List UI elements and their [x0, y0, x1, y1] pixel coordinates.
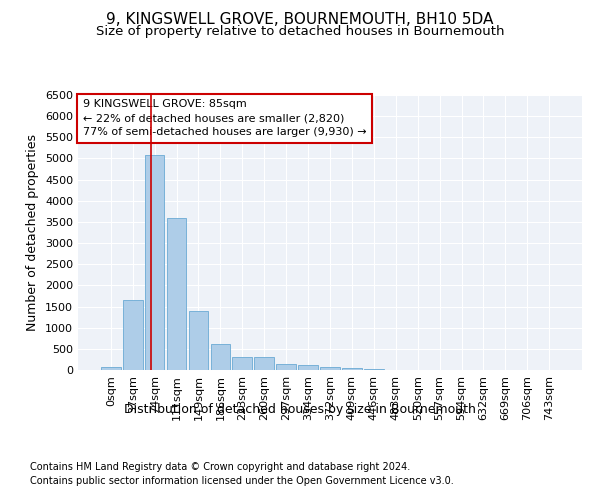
- Text: 9 KINGSWELL GROVE: 85sqm
← 22% of detached houses are smaller (2,820)
77% of sem: 9 KINGSWELL GROVE: 85sqm ← 22% of detach…: [83, 99, 367, 137]
- Text: 9, KINGSWELL GROVE, BOURNEMOUTH, BH10 5DA: 9, KINGSWELL GROVE, BOURNEMOUTH, BH10 5D…: [106, 12, 494, 28]
- Y-axis label: Number of detached properties: Number of detached properties: [26, 134, 40, 331]
- Text: Contains HM Land Registry data © Crown copyright and database right 2024.: Contains HM Land Registry data © Crown c…: [30, 462, 410, 472]
- Bar: [167, 218, 187, 370]
- Bar: [342, 368, 362, 370]
- Text: Contains public sector information licensed under the Open Government Licence v3: Contains public sector information licen…: [30, 476, 454, 486]
- Bar: [276, 364, 296, 370]
- Bar: [364, 369, 384, 370]
- Bar: [101, 367, 121, 370]
- Bar: [232, 358, 252, 370]
- Bar: [145, 155, 164, 370]
- Text: Distribution of detached houses by size in Bournemouth: Distribution of detached houses by size …: [124, 402, 476, 415]
- Bar: [123, 300, 143, 370]
- Bar: [320, 367, 340, 370]
- Bar: [254, 358, 274, 370]
- Bar: [188, 311, 208, 370]
- Text: Size of property relative to detached houses in Bournemouth: Size of property relative to detached ho…: [96, 25, 504, 38]
- Bar: [211, 344, 230, 370]
- Bar: [298, 366, 318, 370]
